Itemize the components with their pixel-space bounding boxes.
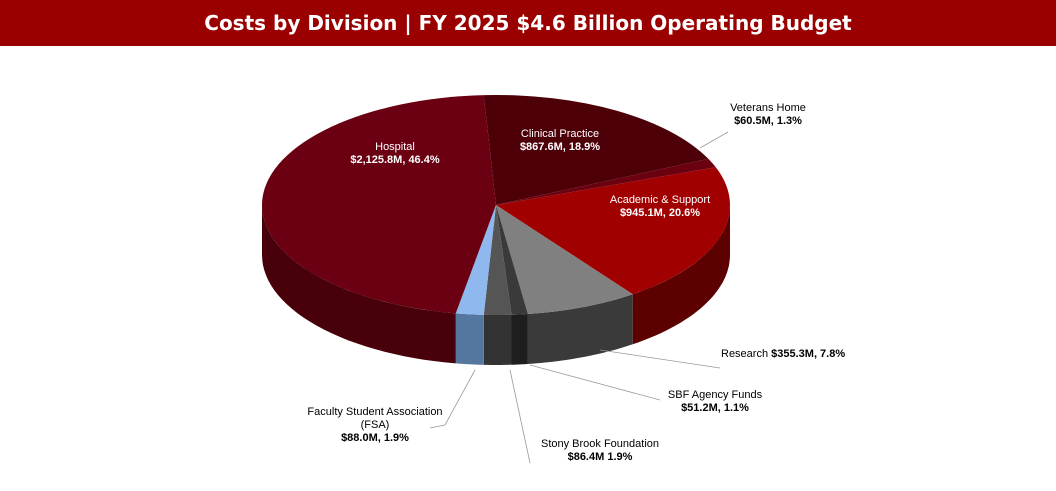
label-research: Research $355.3M, 7.8% — [721, 348, 846, 360]
slice-research — [496, 205, 633, 314]
slice-faculty-student-association-fsa — [455, 205, 496, 315]
chart-title: Costs by Division | FY 2025 $4.6 Billion… — [0, 0, 1056, 46]
slice-veterans-home — [496, 158, 716, 205]
leader-veterans — [699, 131, 729, 149]
label-veterans-home: Veterans Home $60.5M, 1.3% — [730, 102, 806, 127]
label-clinical-practice: Clinical Practice $867.6M, 18.9% — [519, 128, 601, 153]
label-academic-support: Academic & Support $945.1M, 20.6% — [609, 194, 711, 219]
label-stony-brook-foundation: Stony Brook Foundation $86.4M 1.9% — [540, 438, 660, 463]
slice-clinical-practice — [483, 95, 709, 205]
slice-side — [483, 314, 512, 365]
leader-fsa — [429, 369, 476, 429]
slice-hospital — [262, 95, 496, 314]
slice-sbf-agency-funds — [496, 205, 528, 315]
slice-side — [511, 314, 528, 365]
leader-research — [599, 349, 721, 369]
slice-side — [527, 294, 633, 364]
leader-sbf — [529, 364, 661, 401]
slice-academic-support — [496, 167, 730, 295]
slice-side — [262, 205, 456, 364]
label-sbf-agency-funds: SBF Agency Funds $51.2M, 1.1% — [667, 389, 763, 414]
label-fsa: Faculty Student Association (FSA) $88.0M, … — [307, 406, 443, 444]
slice-side — [455, 313, 484, 365]
slice-side — [632, 205, 730, 345]
leader-foundation — [509, 369, 531, 464]
label-hospital: Hospital $2,125.8M, 46.4% — [350, 141, 440, 166]
slice-stony-brook-foundation — [483, 205, 512, 315]
